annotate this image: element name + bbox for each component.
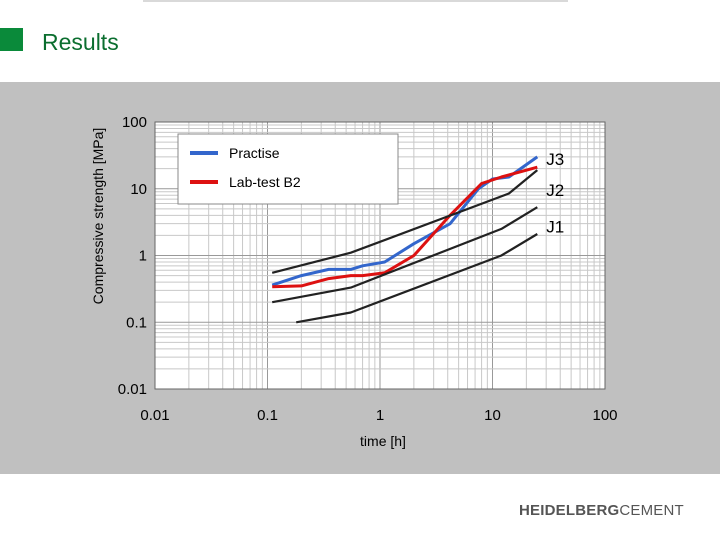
chart-series (271, 155, 539, 324)
logo-part-cement: CEMENT (619, 502, 684, 519)
curve-label-j2: J2 (546, 181, 564, 200)
series-line-j2 (271, 206, 538, 304)
series-line-lab-test-b2 (272, 165, 538, 289)
x-tick-labels: 0.01 0.1 1 10 100 (140, 407, 617, 424)
x-tick-label: 100 (592, 407, 617, 424)
brand-square-icon (0, 28, 23, 51)
x-tick-label: 1 (376, 407, 384, 424)
logo-part-heidelberg: HEIDELBERG (519, 502, 620, 519)
y-axis-label: Compressive strength [MPa] (90, 128, 106, 305)
x-tick-label: 0.1 (257, 407, 278, 424)
curve-label-j1: J1 (546, 218, 564, 237)
y-tick-labels: 0.01 0.1 1 10 100 (118, 114, 147, 398)
company-logo: HEIDELBERGCEMENT (519, 502, 684, 519)
series-line-j1 (296, 233, 538, 324)
y-tick-label: 0.1 (126, 314, 147, 331)
curve-label-j3: J3 (546, 150, 564, 169)
legend: Practise Lab-test B2 (177, 133, 399, 205)
legend-label-lab-test: Lab-test B2 (229, 174, 301, 190)
series-line-j3 (271, 169, 538, 274)
y-tick-label: 0.01 (118, 381, 147, 398)
slide-title: Results (42, 29, 119, 55)
legend-label-practise: Practise (229, 145, 280, 161)
x-axis-label: time [h] (360, 433, 406, 449)
legend-box (177, 133, 399, 205)
x-tick-label: 10 (484, 407, 501, 424)
curve-labels: J3 J2 J1 (546, 150, 564, 237)
y-tick-label: 100 (122, 114, 147, 131)
x-tick-label: 0.01 (140, 407, 169, 424)
plot-frame (154, 121, 606, 390)
y-tick-label: 1 (139, 248, 147, 265)
y-tick-label: 10 (130, 181, 147, 198)
top-divider-line (143, 0, 568, 2)
